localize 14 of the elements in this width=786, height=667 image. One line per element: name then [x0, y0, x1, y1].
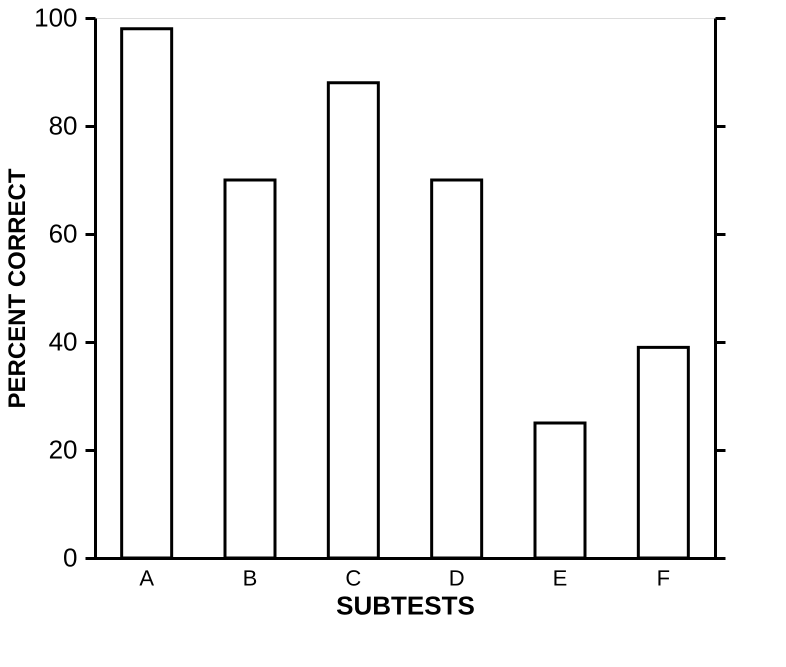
x-axis-title: SUBTESTS	[336, 590, 475, 620]
x-tick-label: E	[552, 566, 568, 590]
y-tick-label: 40	[48, 326, 78, 356]
y-tick-label: 80	[48, 110, 78, 140]
y-tick-label: 0	[63, 542, 78, 572]
x-tick-label: F	[656, 566, 670, 590]
y-tick-label: 20	[48, 434, 78, 464]
x-tick-label: B	[242, 566, 258, 590]
x-tick-label: D	[448, 566, 465, 590]
x-tick-label: C	[345, 566, 362, 590]
y-axis-title: PERCENT CORRECT	[4, 168, 32, 409]
y-tick-label: 60	[48, 218, 78, 248]
y-tick-label: 100	[34, 2, 78, 32]
x-tick-label: A	[139, 566, 154, 590]
